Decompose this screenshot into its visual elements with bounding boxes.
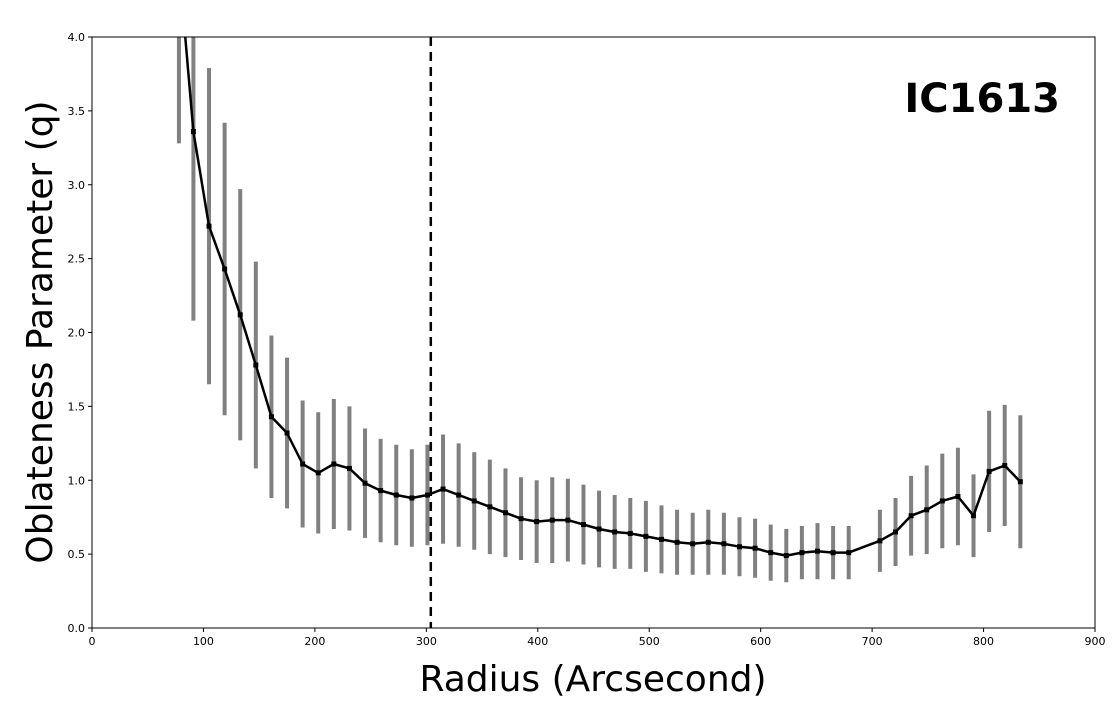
- data-point: [331, 461, 337, 467]
- y-axis: 0.0 0.5 1.0 1.5 2.0 2.5 3.0 3.5 4.0: [68, 31, 92, 635]
- y-tick-label: 3.0: [68, 179, 86, 192]
- data-point: [300, 461, 306, 467]
- x-axis-title: Radius (Arcsecond): [419, 659, 766, 700]
- data-point: [502, 510, 508, 516]
- data-point: [596, 526, 602, 532]
- data-point: [487, 504, 493, 510]
- data-point: [456, 492, 462, 498]
- data-point: [877, 538, 883, 544]
- data-point: [565, 517, 571, 523]
- data-point: [768, 550, 774, 556]
- data-point: [409, 495, 415, 501]
- data-point: [721, 541, 727, 547]
- data-point: [1017, 479, 1023, 485]
- data-point: [253, 362, 259, 368]
- data-point: [736, 544, 742, 550]
- data-point: [534, 519, 540, 525]
- data-point: [674, 539, 680, 545]
- x-tick-label: 500: [639, 635, 660, 648]
- x-tick-label: 700: [862, 635, 883, 648]
- data-point: [908, 513, 914, 519]
- y-axis-title: Oblateness Parameter (q): [20, 100, 61, 563]
- annotation-label: IC1613: [904, 76, 1060, 122]
- data-point: [362, 480, 368, 486]
- data-point: [268, 414, 274, 420]
- data-point: [440, 486, 446, 492]
- data-point: [939, 498, 945, 504]
- data-point: [378, 488, 384, 494]
- y-tick-label: 2.0: [68, 327, 86, 340]
- series-group: [184, 37, 1023, 559]
- data-point: [612, 529, 618, 535]
- data-point: [783, 553, 789, 559]
- data-point: [627, 530, 633, 536]
- data-point: [846, 550, 852, 556]
- y-tick-label: 3.5: [68, 105, 86, 118]
- data-point: [752, 545, 758, 551]
- x-tick-label: 400: [527, 635, 548, 648]
- data-point: [580, 522, 586, 528]
- x-tick-label: 100: [193, 635, 214, 648]
- data-point: [799, 550, 805, 556]
- data-point: [346, 465, 352, 471]
- y-tick-label: 1.5: [68, 400, 86, 413]
- data-point: [222, 266, 228, 272]
- series-line: [184, 37, 1022, 557]
- x-tick-label: 600: [750, 635, 771, 648]
- data-point: [471, 498, 477, 504]
- x-tick-label: 200: [304, 635, 325, 648]
- data-point: [424, 492, 430, 498]
- y-tick-label: 2.5: [68, 253, 86, 266]
- x-tick-label: 900: [1085, 635, 1106, 648]
- y-tick-label: 4.0: [68, 31, 86, 44]
- data-point: [518, 516, 524, 522]
- y-tick-label: 0.5: [68, 548, 86, 561]
- data-point: [830, 550, 836, 556]
- data-point: [658, 536, 664, 542]
- data-point: [206, 223, 212, 229]
- data-point: [705, 539, 711, 545]
- data-point: [986, 468, 992, 474]
- data-point: [955, 494, 961, 500]
- data-point: [549, 517, 555, 523]
- x-tick-label: 0: [89, 635, 96, 648]
- data-point: [971, 513, 977, 519]
- x-tick-label: 800: [973, 635, 994, 648]
- y-tick-label: 0.0: [68, 622, 86, 635]
- data-point: [284, 430, 290, 436]
- data-point: [643, 533, 649, 539]
- data-point: [393, 492, 399, 498]
- data-point: [190, 129, 196, 135]
- data-point: [237, 312, 243, 318]
- data-point: [924, 507, 930, 513]
- data-point: [1002, 462, 1008, 468]
- x-tick-label: 300: [416, 635, 437, 648]
- y-tick-label: 1.0: [68, 474, 86, 487]
- x-axis: 0 100 200 300 400 500 600 700 800 900: [89, 628, 1106, 648]
- data-point: [315, 470, 321, 476]
- data-point: [893, 529, 899, 535]
- data-point: [690, 541, 696, 547]
- data-point: [815, 548, 821, 554]
